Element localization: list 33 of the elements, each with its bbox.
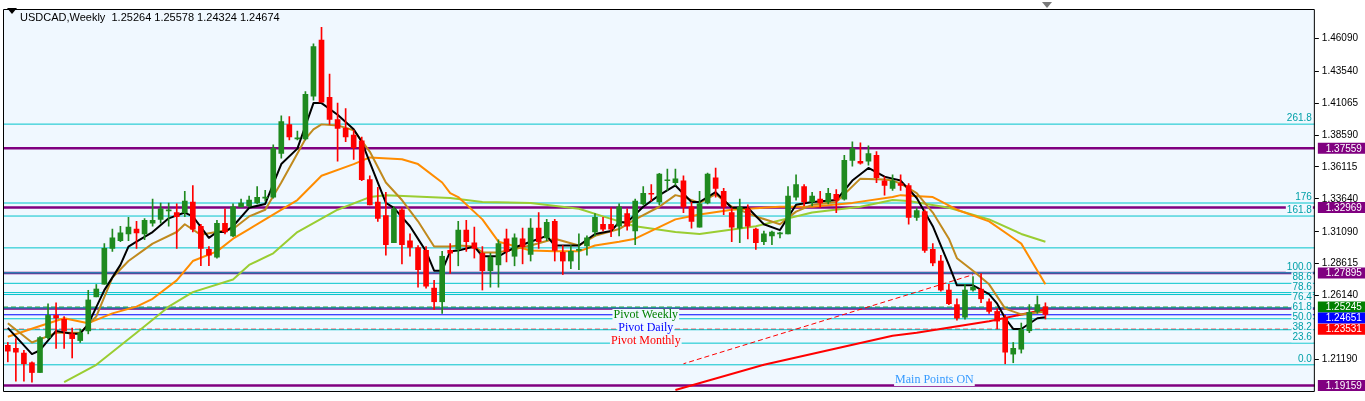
y-tick-label: 1.41065 — [1321, 96, 1359, 108]
ref-line-label: 1.24651 — [1325, 312, 1363, 324]
y-tick-label: 1.46090 — [1321, 32, 1359, 44]
text: 76.4 — [1292, 291, 1313, 303]
text: 261.8 — [1286, 111, 1313, 123]
y-tick-label: 1.36115 — [1321, 160, 1358, 172]
annotation: Pivot Monthly — [610, 333, 681, 348]
text: 176 — [1295, 190, 1313, 202]
ref-line-label: 1.25245 — [1325, 301, 1363, 313]
text: 50.0 — [1292, 311, 1313, 323]
ref-line-label: 1.32969 — [1325, 201, 1363, 213]
y-tick-label: 1.31090 — [1321, 225, 1359, 237]
annotation: Pivot Weekly — [613, 307, 679, 322]
y-tick-label: 1.28615 — [1321, 257, 1359, 269]
y-tick-label: 1.21190 — [1321, 353, 1358, 365]
text: 0.0 — [1297, 352, 1313, 364]
text: 161.8 — [1286, 203, 1313, 215]
text: 23.6 — [1292, 331, 1313, 343]
ref-line-label: 1.27895 — [1325, 267, 1363, 279]
text: 38.2 — [1292, 321, 1313, 333]
y-tick-label: 1.26140 — [1321, 289, 1359, 301]
ref-line-label: 1.19159 — [1325, 379, 1363, 391]
annotation: Main Points ON — [895, 372, 975, 387]
text: 100.0 — [1286, 260, 1313, 272]
chart-title: USDCAD,Weekly 1.25264 1.25578 1.24324 1.24674 — [20, 11, 280, 24]
ref-line-label: 1.37559 — [1325, 142, 1363, 154]
y-tick-label: 1.33640 — [1321, 192, 1359, 204]
text: 61.8 — [1292, 301, 1313, 313]
y-tick-label: 1.38590 — [1321, 128, 1359, 140]
text: 78.6 — [1292, 281, 1313, 293]
annotation: Pivot Daily — [618, 320, 674, 335]
y-tick-label: 1.43540 — [1321, 65, 1359, 77]
ref-line-label: 1.23531 — [1325, 323, 1363, 335]
